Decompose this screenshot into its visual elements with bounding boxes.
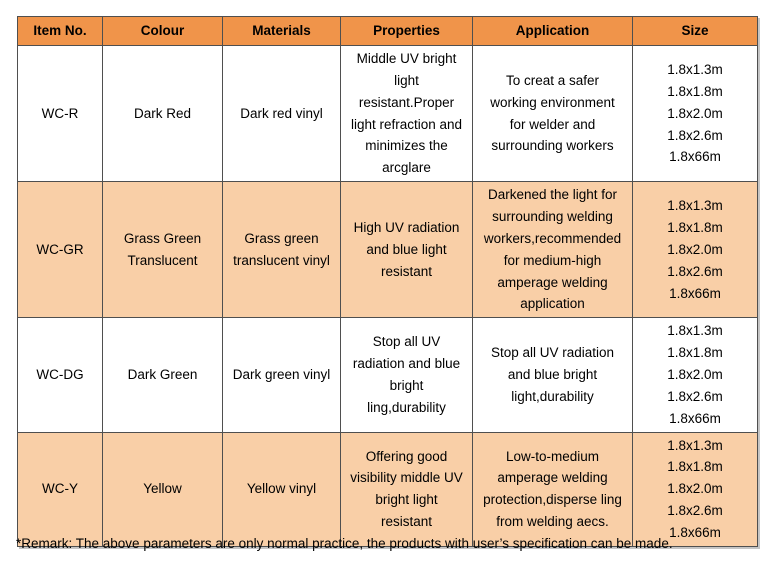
cell-materials: Dark red vinyl: [222, 44, 341, 183]
col-header-properties: Properties: [340, 16, 473, 46]
cell-application: Low-to-medium amperage welding protectio…: [472, 431, 633, 547]
col-header-colour: Colour: [102, 16, 223, 46]
cell-item-no: WC-GR: [17, 181, 103, 319]
cell-colour: Yellow: [102, 431, 223, 547]
table-header-row: Item No. Colour Materials Properties App…: [17, 16, 758, 46]
col-header-size: Size: [632, 16, 758, 46]
cell-colour: Dark Red: [102, 44, 223, 183]
col-header-materials: Materials: [222, 16, 341, 46]
cell-application: Darkened the light for surrounding weldi…: [472, 181, 633, 319]
cell-sizes: 1.8x1.3m 1.8x1.8m 1.8x2.0m 1.8x2.6m 1.8x…: [632, 44, 758, 183]
table-row: WC-R Dark Red Dark red vinyl Middle UV b…: [17, 44, 758, 183]
cell-item-no: WC-Y: [17, 431, 103, 547]
table-row: WC-Y Yellow Yellow vinyl Offering good v…: [17, 431, 758, 547]
cell-materials: Yellow vinyl: [222, 431, 341, 547]
cell-properties: Stop all UV radiation and blue bright li…: [340, 317, 473, 433]
col-header-application: Application: [472, 16, 633, 46]
cell-sizes: 1.8x1.3m 1.8x1.8m 1.8x2.0m 1.8x2.6m 1.8x…: [632, 431, 758, 547]
cell-sizes: 1.8x1.3m 1.8x1.8m 1.8x2.0m 1.8x2.6m 1.8x…: [632, 317, 758, 433]
cell-item-no: WC-DG: [17, 317, 103, 433]
table-row: WC-DG Dark Green Dark green vinyl Stop a…: [17, 317, 758, 433]
remark-footnote: *Remark: The above parameters are only n…: [16, 536, 673, 551]
cell-application: To creat a safer working environment for…: [472, 44, 633, 183]
cell-properties: Offering good visibility middle UV brigh…: [340, 431, 473, 547]
product-spec-table: Item No. Colour Materials Properties App…: [17, 16, 758, 547]
col-header-item-no: Item No.: [17, 16, 103, 46]
cell-properties: Middle UV bright light resistant.Proper …: [340, 44, 473, 183]
cell-materials: Dark green vinyl: [222, 317, 341, 433]
cell-sizes: 1.8x1.3m 1.8x1.8m 1.8x2.0m 1.8x2.6m 1.8x…: [632, 181, 758, 319]
cell-properties: High UV radiation and blue light resista…: [340, 181, 473, 319]
cell-materials: Grass green translucent vinyl: [222, 181, 341, 319]
table-row: WC-GR Grass Green Translucent Grass gree…: [17, 181, 758, 319]
cell-colour: Dark Green: [102, 317, 223, 433]
cell-application: Stop all UV radiation and blue bright li…: [472, 317, 633, 433]
cell-colour: Grass Green Translucent: [102, 181, 223, 319]
cell-item-no: WC-R: [17, 44, 103, 183]
